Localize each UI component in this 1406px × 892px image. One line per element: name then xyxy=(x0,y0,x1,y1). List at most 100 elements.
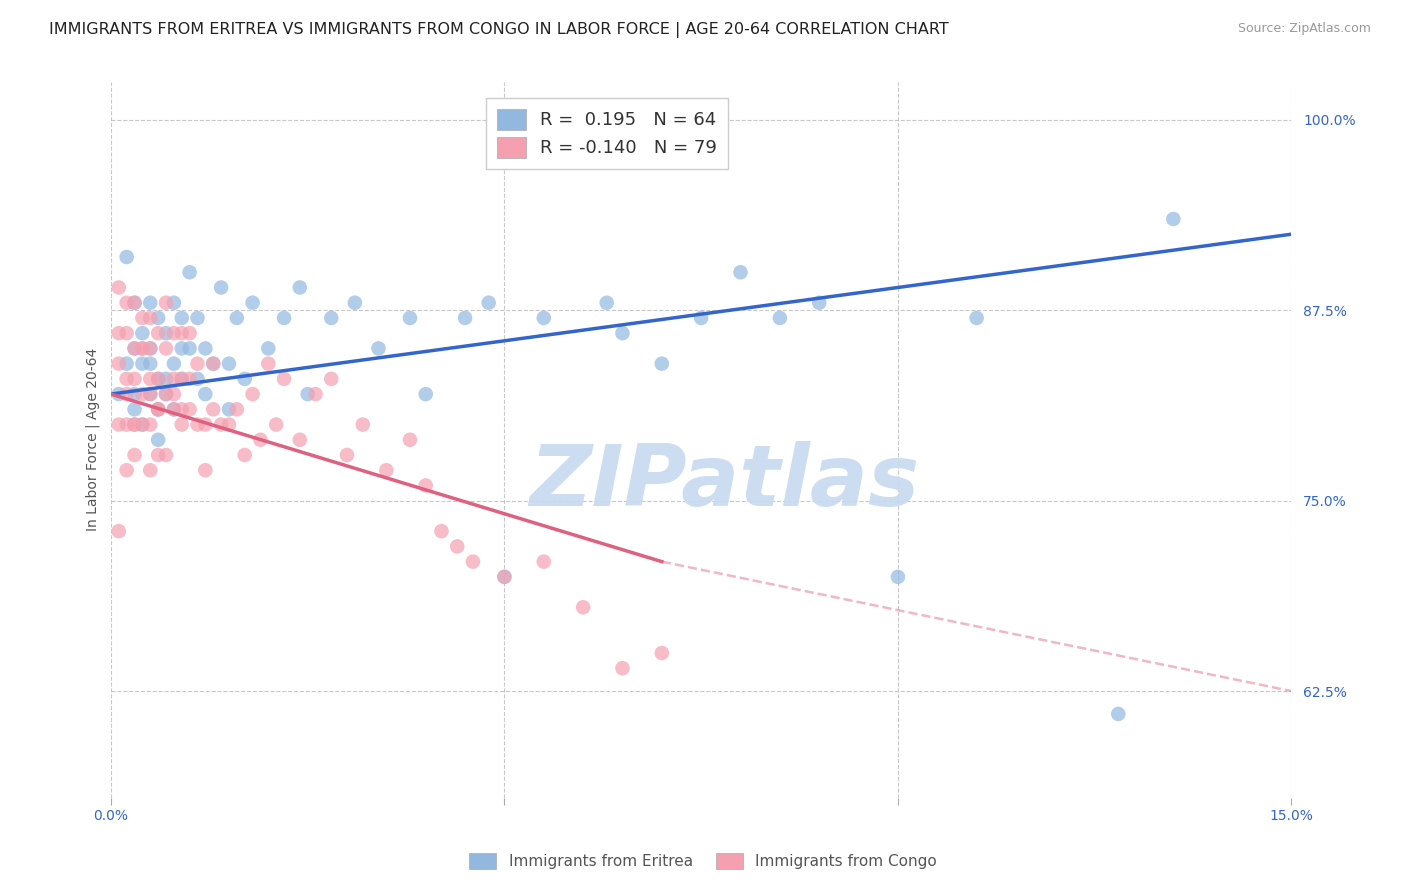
Point xyxy=(209,280,232,294)
Point xyxy=(494,570,516,584)
Text: ZIPatlas: ZIPatlas xyxy=(530,442,920,524)
Point xyxy=(115,250,138,264)
Point xyxy=(115,326,138,341)
Point xyxy=(170,372,193,386)
Point xyxy=(1163,211,1185,226)
Point xyxy=(155,372,177,386)
Point xyxy=(146,433,169,447)
Point xyxy=(139,342,162,356)
Point xyxy=(249,433,271,447)
Point xyxy=(572,600,595,615)
Point xyxy=(1107,706,1129,721)
Point xyxy=(887,570,910,584)
Point xyxy=(170,402,193,417)
Point xyxy=(179,402,201,417)
Point xyxy=(730,265,752,279)
Point xyxy=(115,357,138,371)
Point xyxy=(225,310,247,325)
Point xyxy=(218,417,240,432)
Point xyxy=(115,372,138,386)
Point xyxy=(139,387,162,401)
Point xyxy=(107,357,129,371)
Point xyxy=(155,448,177,462)
Point xyxy=(139,387,162,401)
Point xyxy=(139,372,162,386)
Point xyxy=(257,342,280,356)
Point xyxy=(163,402,186,417)
Point xyxy=(399,433,422,447)
Point xyxy=(186,372,208,386)
Point xyxy=(146,326,169,341)
Point xyxy=(170,310,193,325)
Point xyxy=(124,342,146,356)
Point xyxy=(131,417,153,432)
Point xyxy=(218,357,240,371)
Point xyxy=(131,417,153,432)
Point xyxy=(124,417,146,432)
Point xyxy=(415,387,437,401)
Point xyxy=(179,326,201,341)
Point xyxy=(808,295,831,310)
Legend: R =  0.195   N = 64, R = -0.140   N = 79: R = 0.195 N = 64, R = -0.140 N = 79 xyxy=(486,98,728,169)
Point xyxy=(769,310,792,325)
Point xyxy=(139,295,162,310)
Point xyxy=(461,555,484,569)
Point xyxy=(209,417,232,432)
Point xyxy=(288,280,311,294)
Point xyxy=(233,372,256,386)
Point xyxy=(163,402,186,417)
Point xyxy=(115,295,138,310)
Point xyxy=(194,342,217,356)
Point xyxy=(257,357,280,371)
Point xyxy=(179,342,201,356)
Point xyxy=(170,372,193,386)
Point xyxy=(146,402,169,417)
Point xyxy=(146,372,169,386)
Point xyxy=(155,342,177,356)
Point xyxy=(170,342,193,356)
Point xyxy=(163,326,186,341)
Point xyxy=(179,265,201,279)
Point xyxy=(352,417,374,432)
Text: IMMIGRANTS FROM ERITREA VS IMMIGRANTS FROM CONGO IN LABOR FORCE | AGE 20-64 CORR: IMMIGRANTS FROM ERITREA VS IMMIGRANTS FR… xyxy=(49,22,949,38)
Point xyxy=(233,448,256,462)
Point xyxy=(170,417,193,432)
Point xyxy=(115,387,138,401)
Point xyxy=(202,402,225,417)
Point xyxy=(343,295,366,310)
Point xyxy=(367,342,389,356)
Point xyxy=(202,357,225,371)
Point xyxy=(596,295,619,310)
Point xyxy=(124,342,146,356)
Point xyxy=(186,310,208,325)
Point xyxy=(321,310,343,325)
Point xyxy=(155,387,177,401)
Point xyxy=(194,387,217,401)
Point xyxy=(146,310,169,325)
Point xyxy=(139,357,162,371)
Point xyxy=(107,280,129,294)
Point xyxy=(131,326,153,341)
Point xyxy=(273,372,295,386)
Point xyxy=(163,295,186,310)
Point xyxy=(124,295,146,310)
Point xyxy=(186,357,208,371)
Point xyxy=(139,417,162,432)
Point xyxy=(107,524,129,538)
Point xyxy=(146,448,169,462)
Point xyxy=(107,326,129,341)
Point xyxy=(242,387,264,401)
Point xyxy=(446,540,468,554)
Point xyxy=(146,402,169,417)
Point xyxy=(146,372,169,386)
Point xyxy=(690,310,713,325)
Point xyxy=(131,387,153,401)
Point xyxy=(194,417,217,432)
Point xyxy=(131,310,153,325)
Point xyxy=(651,646,673,660)
Point xyxy=(139,342,162,356)
Point xyxy=(288,433,311,447)
Point xyxy=(139,310,162,325)
Point xyxy=(336,448,359,462)
Point xyxy=(163,372,186,386)
